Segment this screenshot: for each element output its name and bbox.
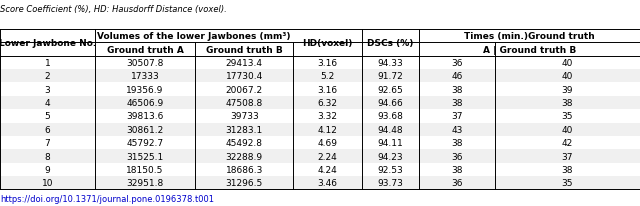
Text: 36: 36 (451, 152, 463, 161)
Bar (0, 110, 640, 123)
Text: 4.24: 4.24 (317, 165, 337, 174)
Bar (0, 56, 640, 70)
Text: 40: 40 (562, 72, 573, 81)
Text: 3.16: 3.16 (317, 59, 337, 68)
Text: 46506.9: 46506.9 (126, 98, 164, 108)
Text: 93.73: 93.73 (378, 178, 403, 187)
Text: 17333: 17333 (131, 72, 159, 81)
Text: 36: 36 (451, 59, 463, 68)
Text: 5: 5 (45, 112, 50, 121)
Text: 2.24: 2.24 (317, 152, 337, 161)
Bar (0, 83, 640, 96)
Text: 1: 1 (45, 59, 50, 68)
Text: 29413.4: 29413.4 (226, 59, 262, 68)
Text: 9: 9 (45, 165, 50, 174)
Text: 3.46: 3.46 (317, 178, 337, 187)
Text: 19356.9: 19356.9 (126, 85, 164, 94)
Text: 94.11: 94.11 (378, 138, 403, 147)
Text: Lower Jawbone No.: Lower Jawbone No. (0, 39, 96, 48)
Text: 10: 10 (42, 178, 53, 187)
Text: 31296.5: 31296.5 (225, 178, 263, 187)
Text: Volumes of the lower Jawbones (mm³): Volumes of the lower Jawbones (mm³) (97, 32, 291, 41)
Text: 93.68: 93.68 (378, 112, 403, 121)
Text: 94.48: 94.48 (378, 125, 403, 134)
Text: 8: 8 (45, 152, 50, 161)
Bar (0, 136, 640, 150)
Text: 38: 38 (562, 165, 573, 174)
Text: 35: 35 (562, 178, 573, 187)
Text: 3.16: 3.16 (317, 85, 337, 94)
Bar (0, 96, 640, 110)
Text: 20067.2: 20067.2 (225, 85, 263, 94)
Text: 6.32: 6.32 (317, 98, 337, 108)
Text: 46: 46 (451, 72, 463, 81)
Text: 36: 36 (451, 178, 463, 187)
Text: 32288.9: 32288.9 (225, 152, 263, 161)
Text: 37: 37 (451, 112, 463, 121)
Text: 92.65: 92.65 (378, 85, 403, 94)
Text: 37: 37 (562, 152, 573, 161)
Bar (0, 176, 640, 190)
Text: 38: 38 (451, 98, 463, 108)
Text: 45792.7: 45792.7 (126, 138, 164, 147)
Text: Ground truth A: Ground truth A (106, 45, 184, 54)
Text: 18150.5: 18150.5 (126, 165, 164, 174)
Text: 30861.2: 30861.2 (126, 125, 164, 134)
Text: 4.12: 4.12 (317, 125, 337, 134)
Text: 94.66: 94.66 (378, 98, 403, 108)
Bar (0, 163, 640, 176)
Text: 47508.8: 47508.8 (225, 98, 263, 108)
Text: 38: 38 (451, 85, 463, 94)
Text: HD(voxel): HD(voxel) (302, 39, 353, 48)
Text: https://doi.org/10.1371/journal.pone.0196378.t001: https://doi.org/10.1371/journal.pone.019… (0, 194, 214, 203)
Text: 6: 6 (45, 125, 50, 134)
Text: Ground truth B: Ground truth B (206, 45, 282, 54)
Text: 5.2: 5.2 (320, 72, 335, 81)
Text: 92.53: 92.53 (378, 165, 403, 174)
Bar (0, 123, 640, 136)
Text: 35: 35 (562, 112, 573, 121)
Text: 38: 38 (562, 98, 573, 108)
Text: 4.69: 4.69 (317, 138, 337, 147)
Text: 94.23: 94.23 (378, 152, 403, 161)
Text: 7: 7 (45, 138, 50, 147)
Text: 3.32: 3.32 (317, 112, 337, 121)
Text: 4: 4 (45, 98, 50, 108)
Text: Score Coefficient (%), HD: Hausdorff Distance (voxel).: Score Coefficient (%), HD: Hausdorff Dis… (0, 5, 227, 14)
Text: 94.33: 94.33 (378, 59, 403, 68)
Text: 40: 40 (562, 125, 573, 134)
Text: 43: 43 (451, 125, 463, 134)
Text: 31525.1: 31525.1 (126, 152, 164, 161)
Bar (0, 150, 640, 163)
Text: 17730.4: 17730.4 (225, 72, 263, 81)
Text: 32951.8: 32951.8 (126, 178, 164, 187)
Text: 2: 2 (45, 72, 50, 81)
Text: 38: 38 (451, 165, 463, 174)
Text: 3: 3 (45, 85, 50, 94)
Text: Times (min.)Ground truth: Times (min.)Ground truth (464, 32, 595, 41)
Text: 31283.1: 31283.1 (225, 125, 263, 134)
Text: 39813.6: 39813.6 (126, 112, 164, 121)
Text: 30507.8: 30507.8 (126, 59, 164, 68)
Text: 39: 39 (562, 85, 573, 94)
Bar (0, 70, 640, 83)
Text: 40: 40 (562, 59, 573, 68)
Text: 42: 42 (562, 138, 573, 147)
Text: A | Ground truth B: A | Ground truth B (483, 45, 576, 54)
Text: 39733: 39733 (230, 112, 259, 121)
Text: 91.72: 91.72 (378, 72, 403, 81)
Text: 45492.8: 45492.8 (226, 138, 262, 147)
Text: 18686.3: 18686.3 (225, 165, 263, 174)
Text: 38: 38 (451, 138, 463, 147)
Text: DSCs (%): DSCs (%) (367, 39, 413, 48)
